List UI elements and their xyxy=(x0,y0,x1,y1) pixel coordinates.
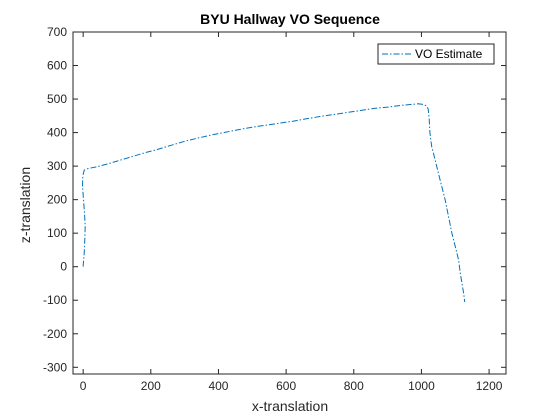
series-line-0 xyxy=(82,103,466,302)
x-tick-label: 400 xyxy=(208,379,228,393)
y-tick-label: -200 xyxy=(43,327,67,341)
y-tick-label: 200 xyxy=(47,193,67,207)
chart-title: BYU Hallway VO Sequence xyxy=(200,11,380,27)
legend-box xyxy=(377,43,495,65)
legend-entry: VO Estimate xyxy=(415,47,483,61)
x-tick-label: 200 xyxy=(141,379,161,393)
x-tick-label: 1000 xyxy=(408,379,435,393)
x-axis: 0 200 400 600 800 1000 1200 xyxy=(80,32,503,393)
y-tick-label: 700 xyxy=(47,25,67,39)
y-tick-label: 100 xyxy=(47,226,67,240)
x-tick-label: 0 xyxy=(80,379,87,393)
y-tick-label: 600 xyxy=(47,59,67,73)
y-tick-label: 300 xyxy=(47,159,67,173)
axes-box xyxy=(72,31,507,375)
y-axis-label: z-translation xyxy=(17,167,33,243)
y-tick-label: -100 xyxy=(43,293,67,307)
x-tick-label: 1200 xyxy=(476,379,503,393)
x-tick-label: 800 xyxy=(344,379,364,393)
plot-area xyxy=(72,31,507,375)
series-layer xyxy=(82,103,466,302)
y-tick-label: 500 xyxy=(47,92,67,106)
y-axis: -300 -200 -100 0 100 200 300 400 500 600 700 xyxy=(43,25,506,374)
x-axis-label: x-translation xyxy=(252,398,328,414)
y-tick-label: 0 xyxy=(60,260,67,274)
y-tick-label: -300 xyxy=(43,360,67,374)
x-tick-label: 600 xyxy=(276,379,296,393)
legend: VO Estimate xyxy=(377,43,495,65)
y-tick-label: 400 xyxy=(47,126,67,140)
